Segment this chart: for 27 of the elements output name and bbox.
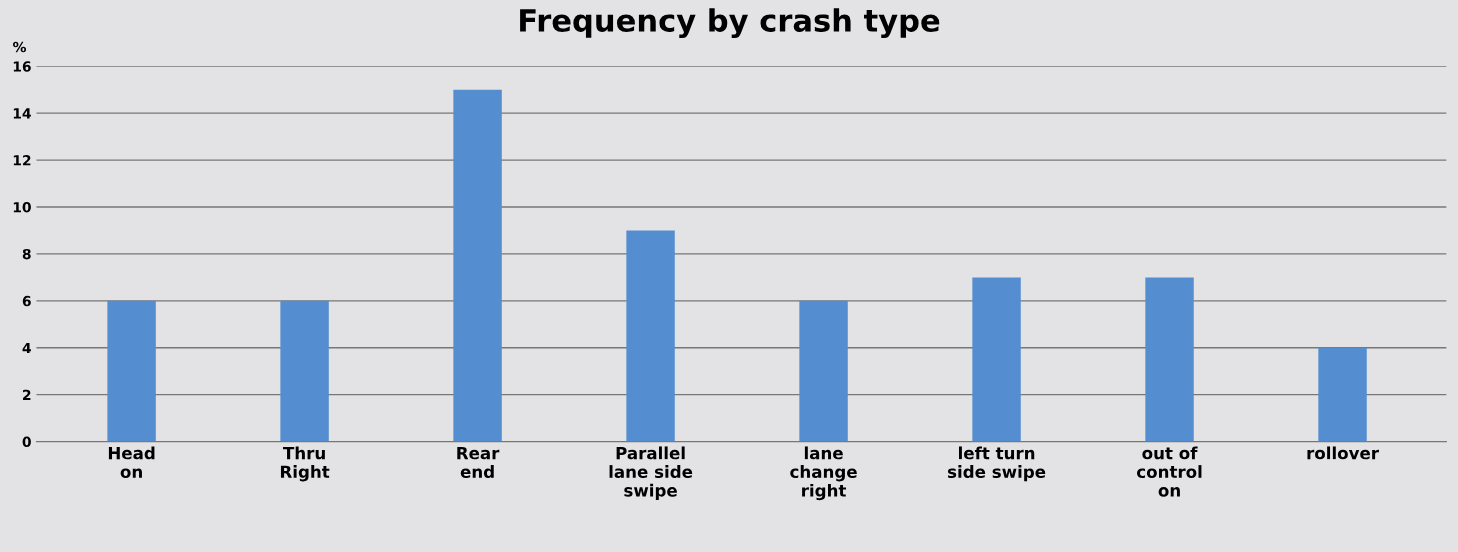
y-tick-label: 16 xyxy=(13,61,31,72)
x-tick-label: Parallel lane side swipe xyxy=(609,446,693,500)
x-tick-label: Thru Right xyxy=(280,446,330,482)
bar xyxy=(453,89,502,442)
y-tick-label: 2 xyxy=(23,389,31,400)
x-tick-label: Rear end xyxy=(457,446,500,479)
bar xyxy=(107,300,156,442)
x-tick-label: Head on xyxy=(108,446,155,479)
x-tick-label: left turn side swipe xyxy=(947,446,1046,482)
x-tick-label: lane change right xyxy=(790,446,857,501)
bar xyxy=(972,277,1021,442)
bar xyxy=(626,230,675,442)
y-tick-label: 6 xyxy=(22,295,31,307)
y-tick-label: 8 xyxy=(22,248,31,260)
y-axis-title: % xyxy=(13,41,27,53)
bar xyxy=(280,300,329,442)
y-tick-label: 4 xyxy=(22,342,31,354)
bar xyxy=(1318,347,1367,442)
x-tick-label: rollover xyxy=(1307,446,1379,460)
y-tick-label: 14 xyxy=(13,108,31,119)
y-tick-label: 10 xyxy=(13,201,31,213)
bar xyxy=(799,300,848,442)
bar xyxy=(1145,277,1194,442)
y-tick-label: 0 xyxy=(22,436,31,448)
y-tick-label: 12 xyxy=(13,155,31,166)
chart-title: Frequency by crash type xyxy=(520,8,940,39)
x-tick-label: out of control on xyxy=(1136,446,1202,497)
